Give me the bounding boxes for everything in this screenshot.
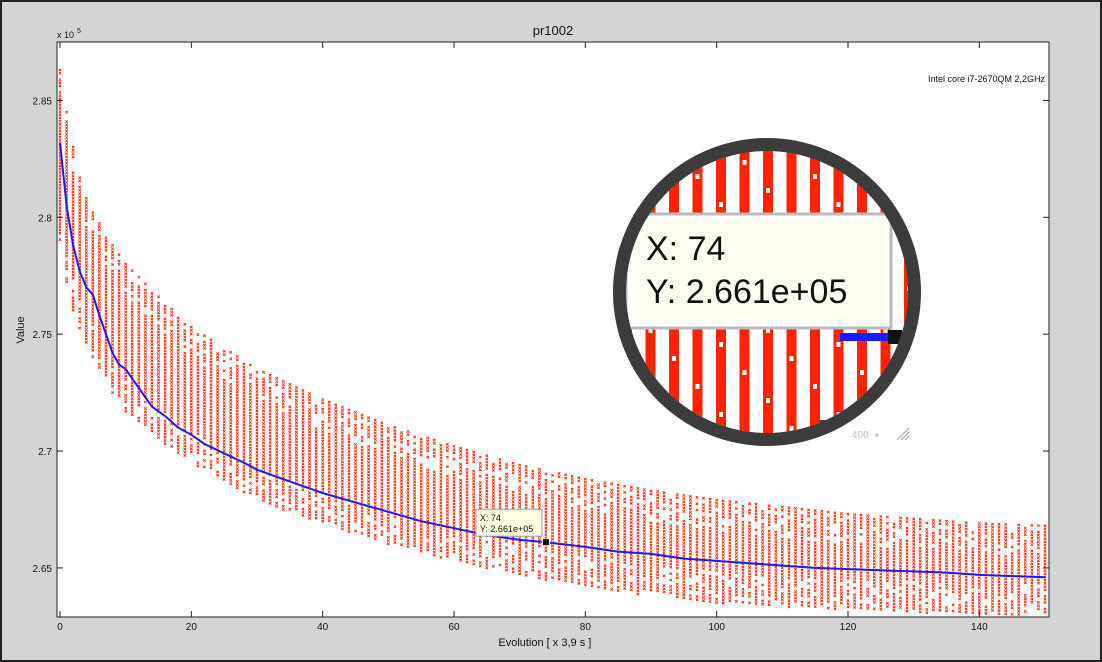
x-axis-label: Evolution [498, 637, 543, 649]
chart-title: pr1002 [533, 23, 573, 38]
x-tick-label: 40 [317, 622, 329, 633]
datatip-box [475, 508, 543, 537]
magnified-datatip-y: Y: 2.661e+05 [646, 273, 847, 311]
magnified-datatip-x: X: 74 [646, 230, 725, 268]
x-tick-label: 80 [580, 622, 592, 633]
x-axis: 0 20 40 60 80 100 120 140 [57, 42, 988, 633]
y-tick-label: 2.7 [38, 447, 52, 458]
datatip-y-text: Y: 2.661e+05 [480, 524, 533, 534]
datatip-marker[interactable] [541, 538, 550, 547]
x-tick-label: 20 [186, 622, 198, 633]
y-tick-label: 2.85 [33, 96, 53, 107]
x-tick-label: 140 [971, 622, 988, 633]
resize-grip-icon[interactable] [896, 427, 910, 441]
zoom-level-label[interactable]: 400 [852, 430, 869, 441]
x-tick-label: 0 [57, 622, 63, 633]
datatip[interactable]: X: 74 Y: 2.661e+05 [475, 508, 550, 547]
cpu-annotation: Intel core i7-2670QM 2,2GHz [928, 74, 1046, 84]
x-tick-label: 120 [840, 622, 857, 633]
x-tick-label: 60 [448, 622, 460, 633]
y-axis-label: Value [15, 316, 27, 343]
x-axis-unit-label: [ x 3,9 s ] [547, 637, 592, 649]
y-axis: 2.65 2.7 2.75 2.8 2.85 [33, 96, 1049, 575]
y-tick-label: 2.8 [38, 213, 52, 224]
y-tick-label: 2.75 [33, 330, 53, 341]
chevron-down-icon[interactable]: ▾ [875, 431, 879, 440]
y-exponent-power: 5 [77, 28, 81, 35]
y-tick-label: 2.65 [33, 564, 53, 575]
y-exponent-label: x 10 [57, 30, 74, 40]
best-series [59, 142, 1046, 579]
datatip-x-text: X: 74 [480, 513, 501, 523]
x-tick-label: 100 [708, 622, 725, 633]
best-value-line [59, 142, 1046, 579]
magnifier-lens[interactable]: X: 74 Y: 2.661e+05 400 ▾ [613, 138, 921, 460]
